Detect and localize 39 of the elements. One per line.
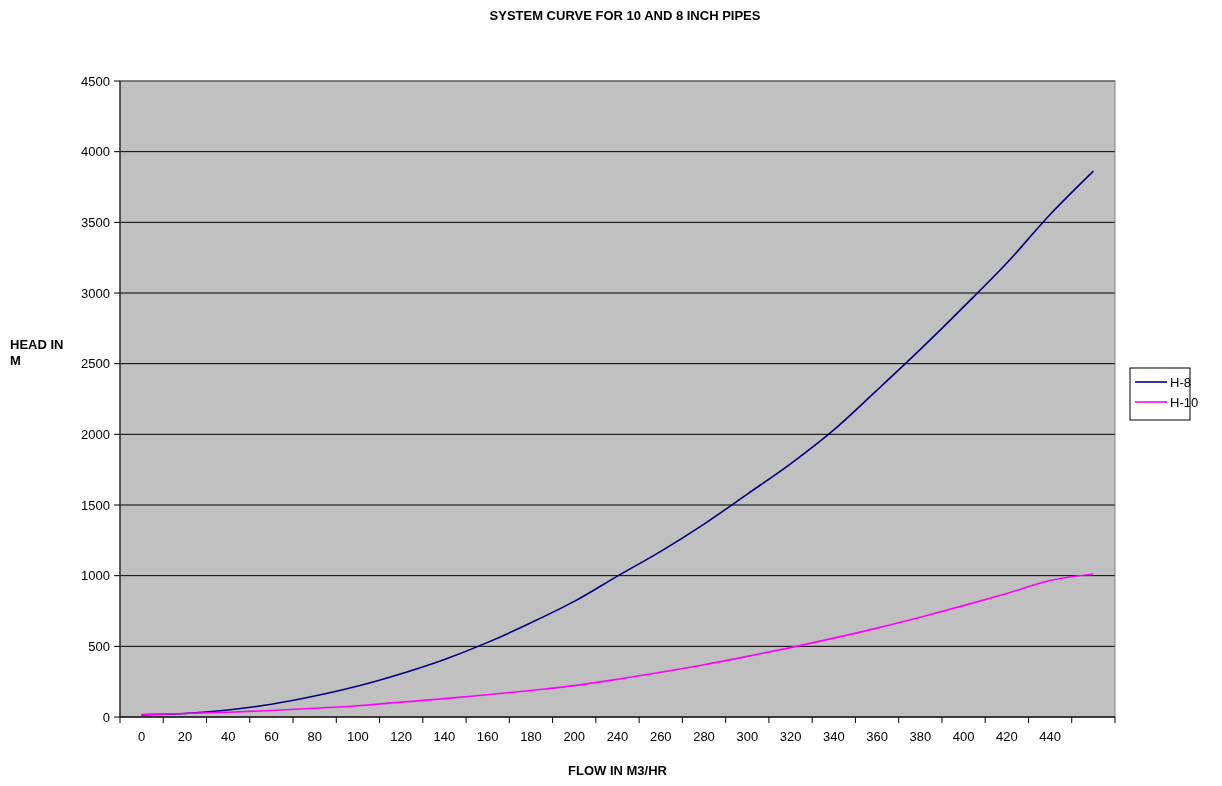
- y-tick-label: 3500: [81, 214, 110, 230]
- x-tick-label: 60: [264, 729, 279, 744]
- x-tick-label: 320: [779, 729, 802, 744]
- x-axis-title: FLOW IN M3/HR: [568, 763, 668, 778]
- x-tick-label: 80: [307, 729, 322, 744]
- x-tick-label: 440: [1039, 729, 1061, 744]
- line-series: [140, 573, 1095, 716]
- y-tick-label: 3000: [81, 285, 110, 301]
- y-tick-label: 4500: [81, 73, 110, 89]
- x-tick-label: 340: [822, 729, 845, 744]
- x-tick-label: 180: [520, 729, 542, 744]
- x-tick-label: 240: [606, 729, 629, 744]
- legend-label: H-8: [1170, 374, 1191, 390]
- line-series: [140, 170, 1095, 716]
- x-tick-label: 360: [866, 729, 888, 744]
- legend-label: H-10: [1170, 394, 1199, 410]
- x-tick-label: 300: [736, 729, 759, 744]
- chart-title: SYSTEM CURVE FOR 10 AND 8 INCH PIPES: [489, 8, 761, 23]
- x-tick-label: 280: [693, 729, 715, 744]
- x-tick-label: 140: [433, 729, 456, 744]
- x-tick-label: 40: [220, 729, 236, 744]
- y-tick-label: 0: [102, 709, 110, 725]
- x-tick-label: 100: [347, 729, 369, 744]
- x-tick-label: 260: [649, 729, 672, 744]
- x-tick-label: 380: [909, 729, 932, 744]
- x-tick-label: 420: [996, 729, 1018, 744]
- y-tick-label: 2500: [81, 356, 110, 372]
- x-tick-label: 400: [952, 729, 975, 744]
- y-axis-title: HEAD IN M: [10, 337, 64, 368]
- x-tick-label: 0: [138, 729, 146, 744]
- y-tick-label: 1000: [81, 568, 110, 584]
- y-tick-label: 1500: [81, 497, 110, 513]
- x-tick-label: 20: [177, 729, 193, 744]
- y-tick-label: 2000: [81, 426, 110, 442]
- y-tick-label: 4000: [81, 144, 110, 160]
- x-tick-label: 120: [390, 729, 413, 744]
- x-tick-label: 160: [476, 729, 499, 744]
- y-tick-label: 500: [88, 638, 110, 654]
- x-tick-label: 200: [563, 729, 586, 744]
